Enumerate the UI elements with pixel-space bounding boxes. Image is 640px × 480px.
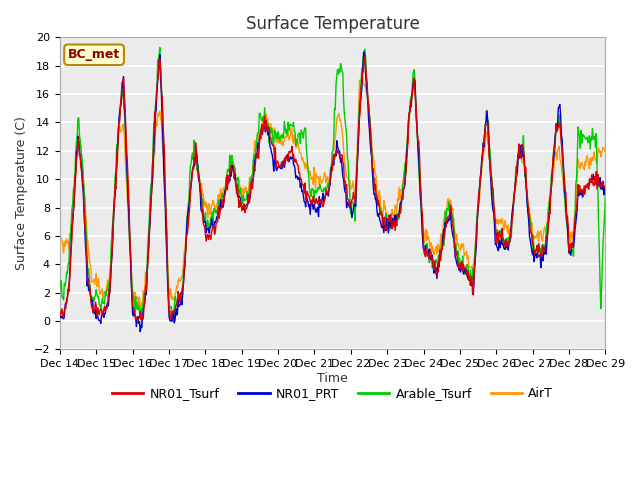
Y-axis label: Surface Temperature (C): Surface Temperature (C): [15, 116, 28, 270]
Title: Surface Temperature: Surface Temperature: [246, 15, 419, 33]
Legend: NR01_Tsurf, NR01_PRT, Arable_Tsurf, AirT: NR01_Tsurf, NR01_PRT, Arable_Tsurf, AirT: [108, 383, 558, 406]
X-axis label: Time: Time: [317, 372, 348, 385]
Text: BC_met: BC_met: [68, 48, 120, 61]
